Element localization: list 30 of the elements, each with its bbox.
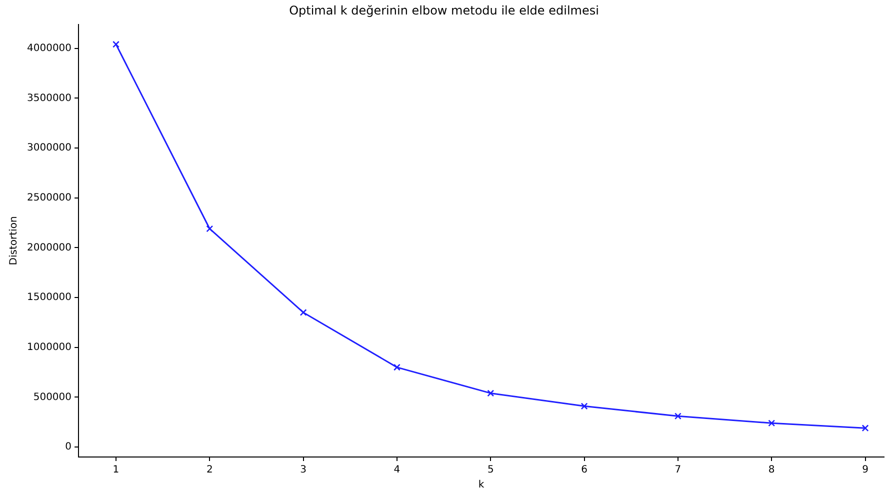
x-axis-title: k <box>478 480 484 491</box>
y-tick-label: 1500000 <box>26 292 72 304</box>
y-tick-label: 3000000 <box>26 142 72 154</box>
y-tick-label: 500000 <box>33 392 72 403</box>
y-tick-label: 2500000 <box>26 192 72 204</box>
x-tick-label: 6 <box>581 464 588 476</box>
point <box>580 402 588 410</box>
x-tick-label: 5 <box>487 464 494 476</box>
point <box>674 412 682 420</box>
point <box>487 390 494 397</box>
point <box>300 308 307 316</box>
point <box>768 420 776 427</box>
point <box>393 364 400 371</box>
point <box>112 40 120 48</box>
x-tick-label: 2 <box>206 464 213 476</box>
x-tick-label: 4 <box>394 464 400 476</box>
point <box>206 225 214 232</box>
y-axis-title: Distortion <box>8 216 20 266</box>
x-tick-label: 3 <box>300 464 307 476</box>
x-tick-label: 7 <box>674 464 682 476</box>
x-tick-label: 9 <box>862 464 868 476</box>
y-tick-label: 2000000 <box>26 242 72 254</box>
chart-title: Optimal k değerinin elbow metodu ile elde edilmesi <box>289 3 599 18</box>
x-tick-label: 1 <box>112 464 120 476</box>
y-tick-label: 0 <box>65 442 72 453</box>
x-tick-label: 8 <box>768 464 775 476</box>
y-tick-label: 3500000 <box>26 92 72 104</box>
y-tick-label: 1000000 <box>26 342 72 353</box>
y-tick-label: 4000000 <box>26 42 72 54</box>
point <box>862 424 869 432</box>
